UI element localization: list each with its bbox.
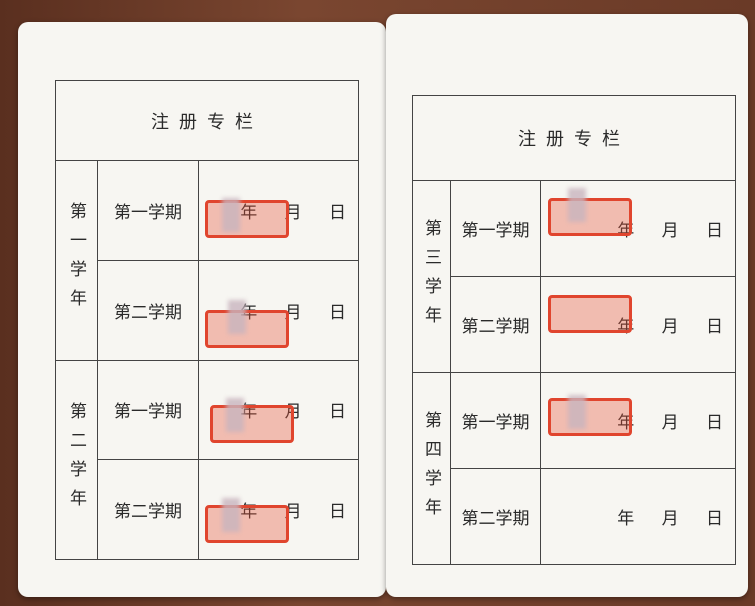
stamp (548, 295, 632, 333)
redaction (226, 398, 244, 432)
register-table: 注册专栏 第三学年 第一学期年 月 日第二学期年 月 日第四学年 第一学期年 月 日第… (411, 95, 737, 565)
term-row: 第二学期年 月 日 (413, 468, 737, 565)
term-label: 第二学期 (450, 468, 541, 565)
redaction (222, 498, 240, 532)
term-row: 第二学年 第一学期年 月 日 (55, 359, 360, 560)
term-row: 第三学年 第一学期年 月 日 (412, 180, 737, 373)
year-label: 第一学年 (55, 160, 98, 361)
term-label: 第二学期 (450, 276, 541, 373)
term-row: 第四学年 第一学期年 月 日 (412, 372, 737, 565)
stamp (205, 200, 289, 238)
term-label: 第二学期 (97, 459, 199, 560)
redaction (228, 300, 246, 334)
date-field: 年 月 日 (197, 359, 360, 461)
redaction (568, 395, 586, 429)
term-label: 第一学期 (97, 160, 199, 261)
date-field: 年 月 日 (197, 160, 360, 261)
term-label: 第一学期 (450, 180, 541, 277)
year-label: 第三学年 (412, 180, 451, 373)
title-row: 注册专栏 (411, 95, 737, 181)
redaction (568, 188, 586, 222)
term-row: 第二学期年 月 日 (56, 459, 360, 560)
redaction (222, 198, 240, 232)
stamp (548, 198, 632, 236)
title-row: 注册专栏 (54, 80, 360, 161)
stamp (205, 310, 289, 348)
year-label: 第二学年 (55, 359, 98, 560)
term-row: 第二学期年 月 日 (413, 276, 737, 373)
stamp (210, 405, 294, 443)
date-field: 年 月 日 (539, 468, 737, 565)
stamp (548, 398, 632, 436)
table-title: 注册专栏 (54, 80, 360, 161)
stamp (205, 505, 289, 543)
term-label: 第二学期 (97, 259, 199, 361)
table-title: 注册专栏 (411, 95, 737, 181)
term-label: 第一学期 (450, 372, 541, 469)
term-label: 第一学期 (97, 359, 199, 461)
year-label: 第四学年 (412, 372, 451, 565)
